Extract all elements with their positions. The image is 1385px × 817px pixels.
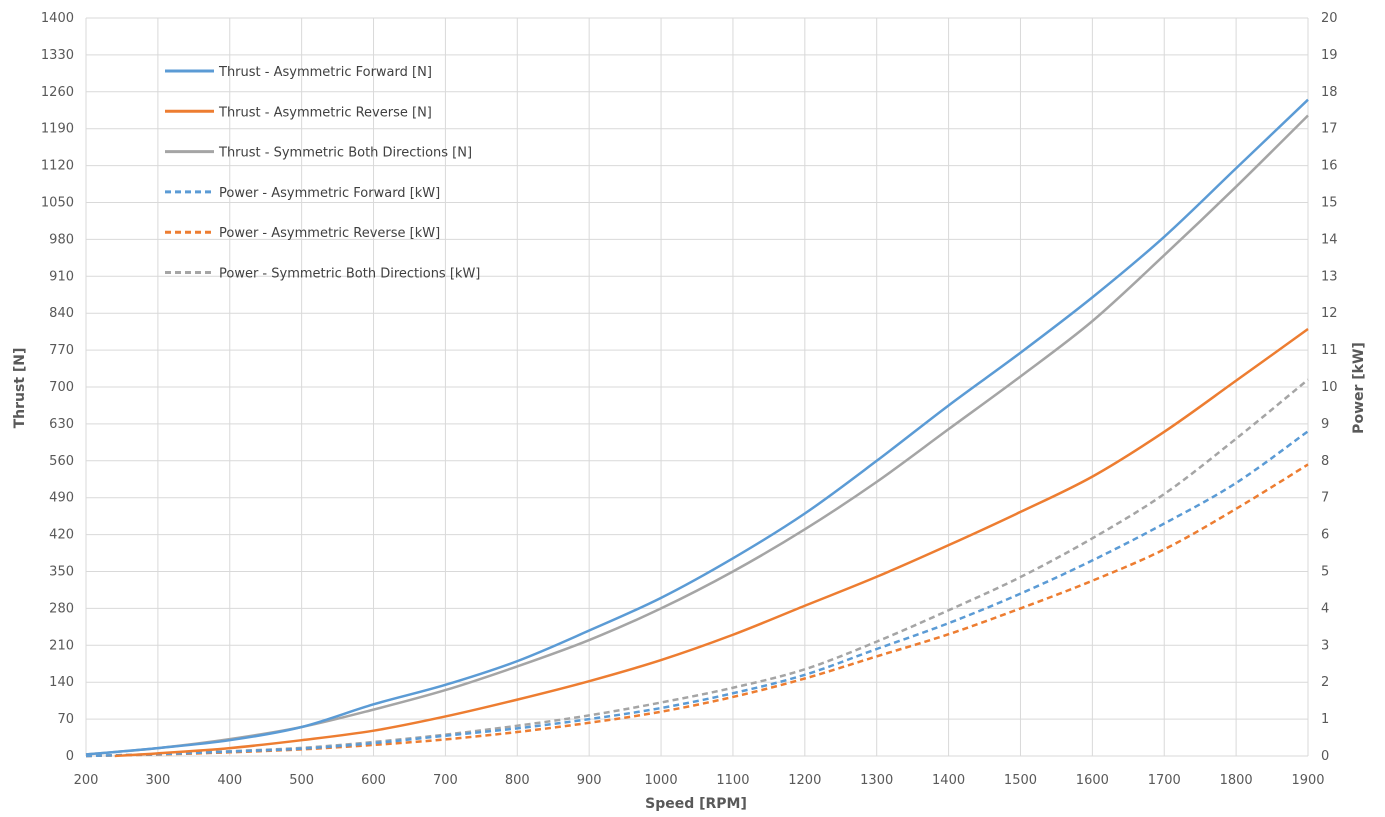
y2-tick-label: 6 xyxy=(1321,528,1329,543)
y2-tick-label: 4 xyxy=(1321,601,1329,616)
y2-tick-label: 9 xyxy=(1321,417,1329,432)
x-tick-label: 900 xyxy=(577,773,602,788)
y-axis-tick-labels: 0 70 140 210 280 350 420 490 560 630 700 770 840 910 9… xyxy=(41,11,74,764)
x-tick-label: 1900 xyxy=(1291,773,1324,788)
x-tick-label: 1100 xyxy=(716,773,749,788)
y2-tick-label: 5 xyxy=(1321,565,1329,580)
series-line-2 xyxy=(114,327,1309,758)
x-tick-label: 400 xyxy=(217,773,242,788)
y-axis-title: Thrust [N] xyxy=(12,348,28,429)
y-tick-label: 1330 xyxy=(41,48,74,63)
legend: Thrust - Asymmetric Forward [N] Thrust - … xyxy=(165,65,480,282)
y-tick-label: 70 xyxy=(57,712,74,727)
y-tick-label: 490 xyxy=(49,491,74,506)
x-tick-label: 300 xyxy=(145,773,170,788)
y2-tick-label: 10 xyxy=(1321,380,1338,395)
y-tick-label: 770 xyxy=(49,343,74,358)
y2-tick-label: 1 xyxy=(1321,712,1329,727)
y-tick-label: 980 xyxy=(49,232,74,247)
y2-tick-label: 17 xyxy=(1321,122,1338,137)
y-tick-label: 840 xyxy=(49,306,74,321)
y-tick-label: 1050 xyxy=(41,196,74,211)
y-tick-label: 700 xyxy=(49,380,74,395)
y2-tick-label: 11 xyxy=(1321,343,1338,358)
x-axis-tick-labels: 200 300 400 500 600 700 800 900 1000 1100 1200 1300… xyxy=(74,773,1325,788)
x-tick-label: 200 xyxy=(74,773,99,788)
x-tick-label: 800 xyxy=(505,773,530,788)
series-line-5 xyxy=(85,463,1309,758)
x-tick-label: 1400 xyxy=(932,773,965,788)
y2-tick-label: 0 xyxy=(1321,749,1329,764)
x-tick-label: 1800 xyxy=(1220,773,1253,788)
x-axis-title: Speed [RPM] xyxy=(645,796,747,812)
x-tick-label: 1300 xyxy=(860,773,893,788)
y2-tick-label: 3 xyxy=(1321,638,1329,653)
y2-tick-label: 19 xyxy=(1321,48,1338,63)
series-line-4 xyxy=(85,430,1309,758)
series-line-3 xyxy=(85,114,1309,756)
y-tick-label: 910 xyxy=(49,269,74,284)
y-tick-label: 210 xyxy=(49,638,74,653)
legend-label-1: Thrust - Asymmetric Forward [N] xyxy=(218,65,432,80)
y-tick-label: 1400 xyxy=(41,11,74,26)
y-tick-label: 420 xyxy=(49,528,74,543)
grid xyxy=(85,17,1309,757)
y2-tick-label: 20 xyxy=(1321,11,1338,26)
x-tick-label: 500 xyxy=(289,773,314,788)
y-tick-label: 630 xyxy=(49,417,74,432)
legend-label-4: Power - Asymmetric Forward [kW] xyxy=(219,186,440,201)
y-tick-label: 0 xyxy=(66,749,74,764)
x-tick-label: 700 xyxy=(433,773,458,788)
x-tick-label: 1500 xyxy=(1004,773,1037,788)
legend-label-2: Thrust - Asymmetric Reverse [N] xyxy=(218,105,432,120)
x-tick-label: 1000 xyxy=(645,773,678,788)
y2-tick-label: 2 xyxy=(1321,675,1329,690)
x-tick-label: 600 xyxy=(361,773,386,788)
y-tick-label: 140 xyxy=(49,675,74,690)
y2-tick-label: 13 xyxy=(1321,269,1338,284)
y2-tick-label: 7 xyxy=(1321,491,1329,506)
y2-axis-title: Power [kW] xyxy=(1351,342,1367,434)
y2-tick-label: 15 xyxy=(1321,196,1338,211)
y2-tick-label: 16 xyxy=(1321,159,1338,174)
y2-tick-label: 18 xyxy=(1321,85,1338,100)
x-tick-label: 1600 xyxy=(1076,773,1109,788)
y2-tick-label: 12 xyxy=(1321,306,1338,321)
x-tick-label: 1200 xyxy=(788,773,821,788)
y-tick-label: 280 xyxy=(49,601,74,616)
y-tick-label: 1120 xyxy=(41,159,74,174)
y2-tick-label: 14 xyxy=(1321,232,1338,247)
y-tick-label: 1260 xyxy=(41,85,74,100)
x-tick-label: 1700 xyxy=(1148,773,1181,788)
series-line-1 xyxy=(85,98,1309,756)
legend-label-5: Power - Asymmetric Reverse [kW] xyxy=(219,226,440,241)
y-tick-label: 1190 xyxy=(41,122,74,137)
y-tick-label: 350 xyxy=(49,565,74,580)
legend-label-6: Power - Symmetric Both Directions [kW] xyxy=(219,267,480,282)
legend-label-3: Thrust - Symmetric Both Directions [N] xyxy=(218,146,472,161)
y2-tick-label: 8 xyxy=(1321,454,1329,469)
y-tick-label: 560 xyxy=(49,454,74,469)
series-lines xyxy=(85,98,1309,758)
